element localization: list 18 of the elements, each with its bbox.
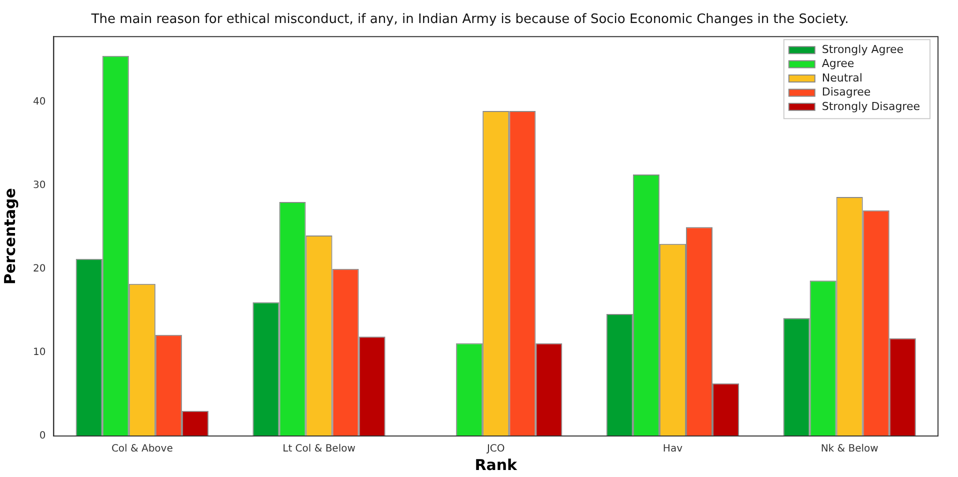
legend-label: Strongly Agree bbox=[822, 42, 904, 56]
legend-label: Neutral bbox=[822, 71, 862, 84]
legend-label: Disagree bbox=[822, 86, 871, 99]
x-tick-label: Lt Col & Below bbox=[282, 444, 356, 455]
x-tick-label: JCO bbox=[486, 444, 505, 455]
y-tick-label: 20 bbox=[32, 263, 46, 274]
x-axis-title: Rank bbox=[474, 456, 518, 474]
x-tick-label: Col & Above bbox=[111, 444, 173, 455]
y-tick-label: 0 bbox=[39, 430, 46, 442]
chart-title: The main reason for ethical misconduct, if any, in Indian Army is because of Socio Economic Changes in the Society. bbox=[90, 12, 849, 28]
y-tick-label: 10 bbox=[32, 347, 46, 358]
x-tick-label: Nk & Below bbox=[820, 444, 878, 455]
legend-label: Agree bbox=[822, 57, 854, 70]
x-tick-label: Hav bbox=[662, 444, 683, 455]
y-axis-title: Percentage bbox=[0, 188, 19, 285]
y-tick-label: 40 bbox=[32, 96, 46, 108]
legend-label: Strongly Disagree bbox=[822, 100, 920, 113]
y-tick-label: 30 bbox=[32, 180, 46, 191]
